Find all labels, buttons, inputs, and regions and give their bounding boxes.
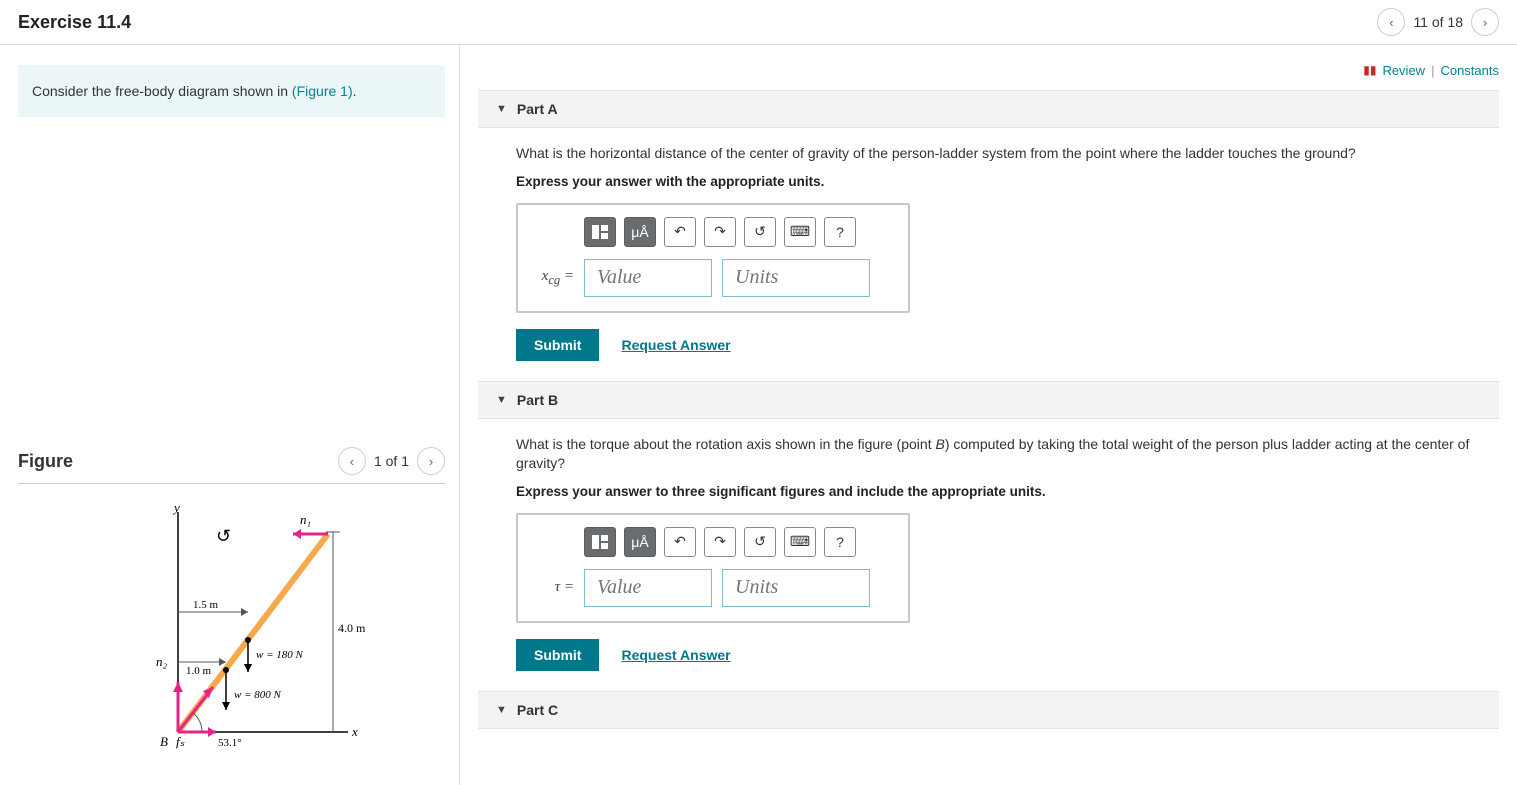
exercise-count: 11 of 18 — [1413, 14, 1463, 30]
svg-text:53.1°: 53.1° — [218, 737, 242, 749]
part-b-units-input[interactable] — [722, 569, 870, 607]
part-b-submit-button[interactable]: Submit — [516, 639, 599, 671]
next-figure-button[interactable]: › — [417, 447, 445, 475]
reset-icon[interactable]: ↺ — [744, 217, 776, 247]
figure-count: 1 of 1 — [374, 453, 409, 469]
part-a-units-input[interactable] — [722, 259, 870, 297]
constants-link[interactable]: Constants — [1440, 63, 1499, 78]
intro-text: Consider the free-body diagram shown in … — [18, 65, 445, 117]
figure-diagram: y x 4.0 m n₁ ↺ 1.5 m — [18, 492, 459, 765]
part-b-question: What is the torque about the rotation ax… — [516, 435, 1481, 474]
svg-text:↺: ↺ — [216, 526, 231, 546]
svg-text:B: B — [160, 734, 168, 749]
part-a-answer-box: μÅ ↶ ↷ ↺ ⌨ ? xcg = — [516, 203, 910, 313]
next-exercise-button[interactable]: › — [1471, 8, 1499, 36]
svg-text:n₂: n₂ — [156, 654, 168, 669]
collapse-icon: ▼ — [496, 394, 507, 406]
part-a-var-label: xcg = — [532, 268, 574, 288]
svg-text:w = 180 N: w = 180 N — [256, 649, 304, 661]
svg-text:4.0 m: 4.0 m — [338, 621, 366, 635]
part-c-title: Part C — [517, 702, 558, 718]
part-b-title: Part B — [517, 392, 558, 408]
keyboard-icon[interactable]: ⌨ — [784, 527, 816, 557]
template-icon[interactable] — [584, 217, 616, 247]
part-a-body: What is the horizontal distance of the c… — [478, 144, 1499, 381]
review-link[interactable]: Review — [1382, 63, 1425, 78]
redo-icon[interactable]: ↷ — [704, 217, 736, 247]
part-a-request-answer-link[interactable]: Request Answer — [621, 337, 730, 353]
part-b-body: What is the torque about the rotation ax… — [478, 435, 1499, 691]
exercise-title: Exercise 11.4 — [18, 12, 131, 33]
redo-icon[interactable]: ↷ — [704, 527, 736, 557]
collapse-icon: ▼ — [496, 704, 507, 716]
right-panel: ▮▮ Review | Constants ▼ Part A What is t… — [460, 45, 1517, 785]
svg-text:fₛ: fₛ — [176, 734, 185, 749]
figure-nav: ‹ 1 of 1 › — [338, 447, 445, 475]
units-icon[interactable]: μÅ — [624, 217, 656, 247]
undo-icon[interactable]: ↶ — [664, 217, 696, 247]
part-b-header[interactable]: ▼ Part B — [478, 381, 1499, 419]
part-a-value-input[interactable] — [584, 259, 712, 297]
prev-exercise-button[interactable]: ‹ — [1377, 8, 1405, 36]
part-a-toolbar: μÅ ↶ ↷ ↺ ⌨ ? — [532, 217, 870, 247]
collapse-icon: ▼ — [496, 103, 507, 115]
svg-text:x: x — [351, 724, 358, 739]
part-a-instruction: Express your answer with the appropriate… — [516, 174, 1481, 189]
figure-link[interactable]: (Figure 1) — [292, 83, 353, 99]
part-a-submit-button[interactable]: Submit — [516, 329, 599, 361]
undo-icon[interactable]: ↶ — [664, 527, 696, 557]
svg-text:1.0 m: 1.0 m — [186, 665, 212, 677]
exercise-nav: ‹ 11 of 18 › — [1377, 8, 1499, 36]
svg-text:y: y — [172, 502, 180, 515]
part-b-request-answer-link[interactable]: Request Answer — [621, 647, 730, 663]
part-c-header[interactable]: ▼ Part C — [478, 691, 1499, 729]
top-links: ▮▮ Review | Constants — [478, 57, 1499, 90]
part-b-toolbar: μÅ ↶ ↷ ↺ ⌨ ? — [532, 527, 870, 557]
svg-text:1.5 m: 1.5 m — [193, 599, 219, 611]
svg-text:w = 800 N: w = 800 N — [234, 689, 282, 701]
part-b-var-label: τ = — [532, 579, 574, 596]
svg-text:n₁: n₁ — [300, 512, 311, 527]
part-b-instruction: Express your answer to three significant… — [516, 484, 1481, 499]
part-a-title: Part A — [517, 101, 558, 117]
template-icon[interactable] — [584, 527, 616, 557]
keyboard-icon[interactable]: ⌨ — [784, 217, 816, 247]
flag-icon: ▮▮ — [1363, 63, 1376, 78]
part-b-answer-box: μÅ ↶ ↷ ↺ ⌨ ? τ = — [516, 513, 910, 623]
part-a-header[interactable]: ▼ Part A — [478, 90, 1499, 128]
page-header: Exercise 11.4 ‹ 11 of 18 › — [0, 0, 1517, 45]
left-panel: Consider the free-body diagram shown in … — [0, 45, 460, 785]
help-icon[interactable]: ? — [824, 217, 856, 247]
prev-figure-button[interactable]: ‹ — [338, 447, 366, 475]
figure-title: Figure — [18, 451, 73, 472]
part-a-question: What is the horizontal distance of the c… — [516, 144, 1481, 164]
part-b-value-input[interactable] — [584, 569, 712, 607]
reset-icon[interactable]: ↺ — [744, 527, 776, 557]
help-icon[interactable]: ? — [824, 527, 856, 557]
units-icon[interactable]: μÅ — [624, 527, 656, 557]
